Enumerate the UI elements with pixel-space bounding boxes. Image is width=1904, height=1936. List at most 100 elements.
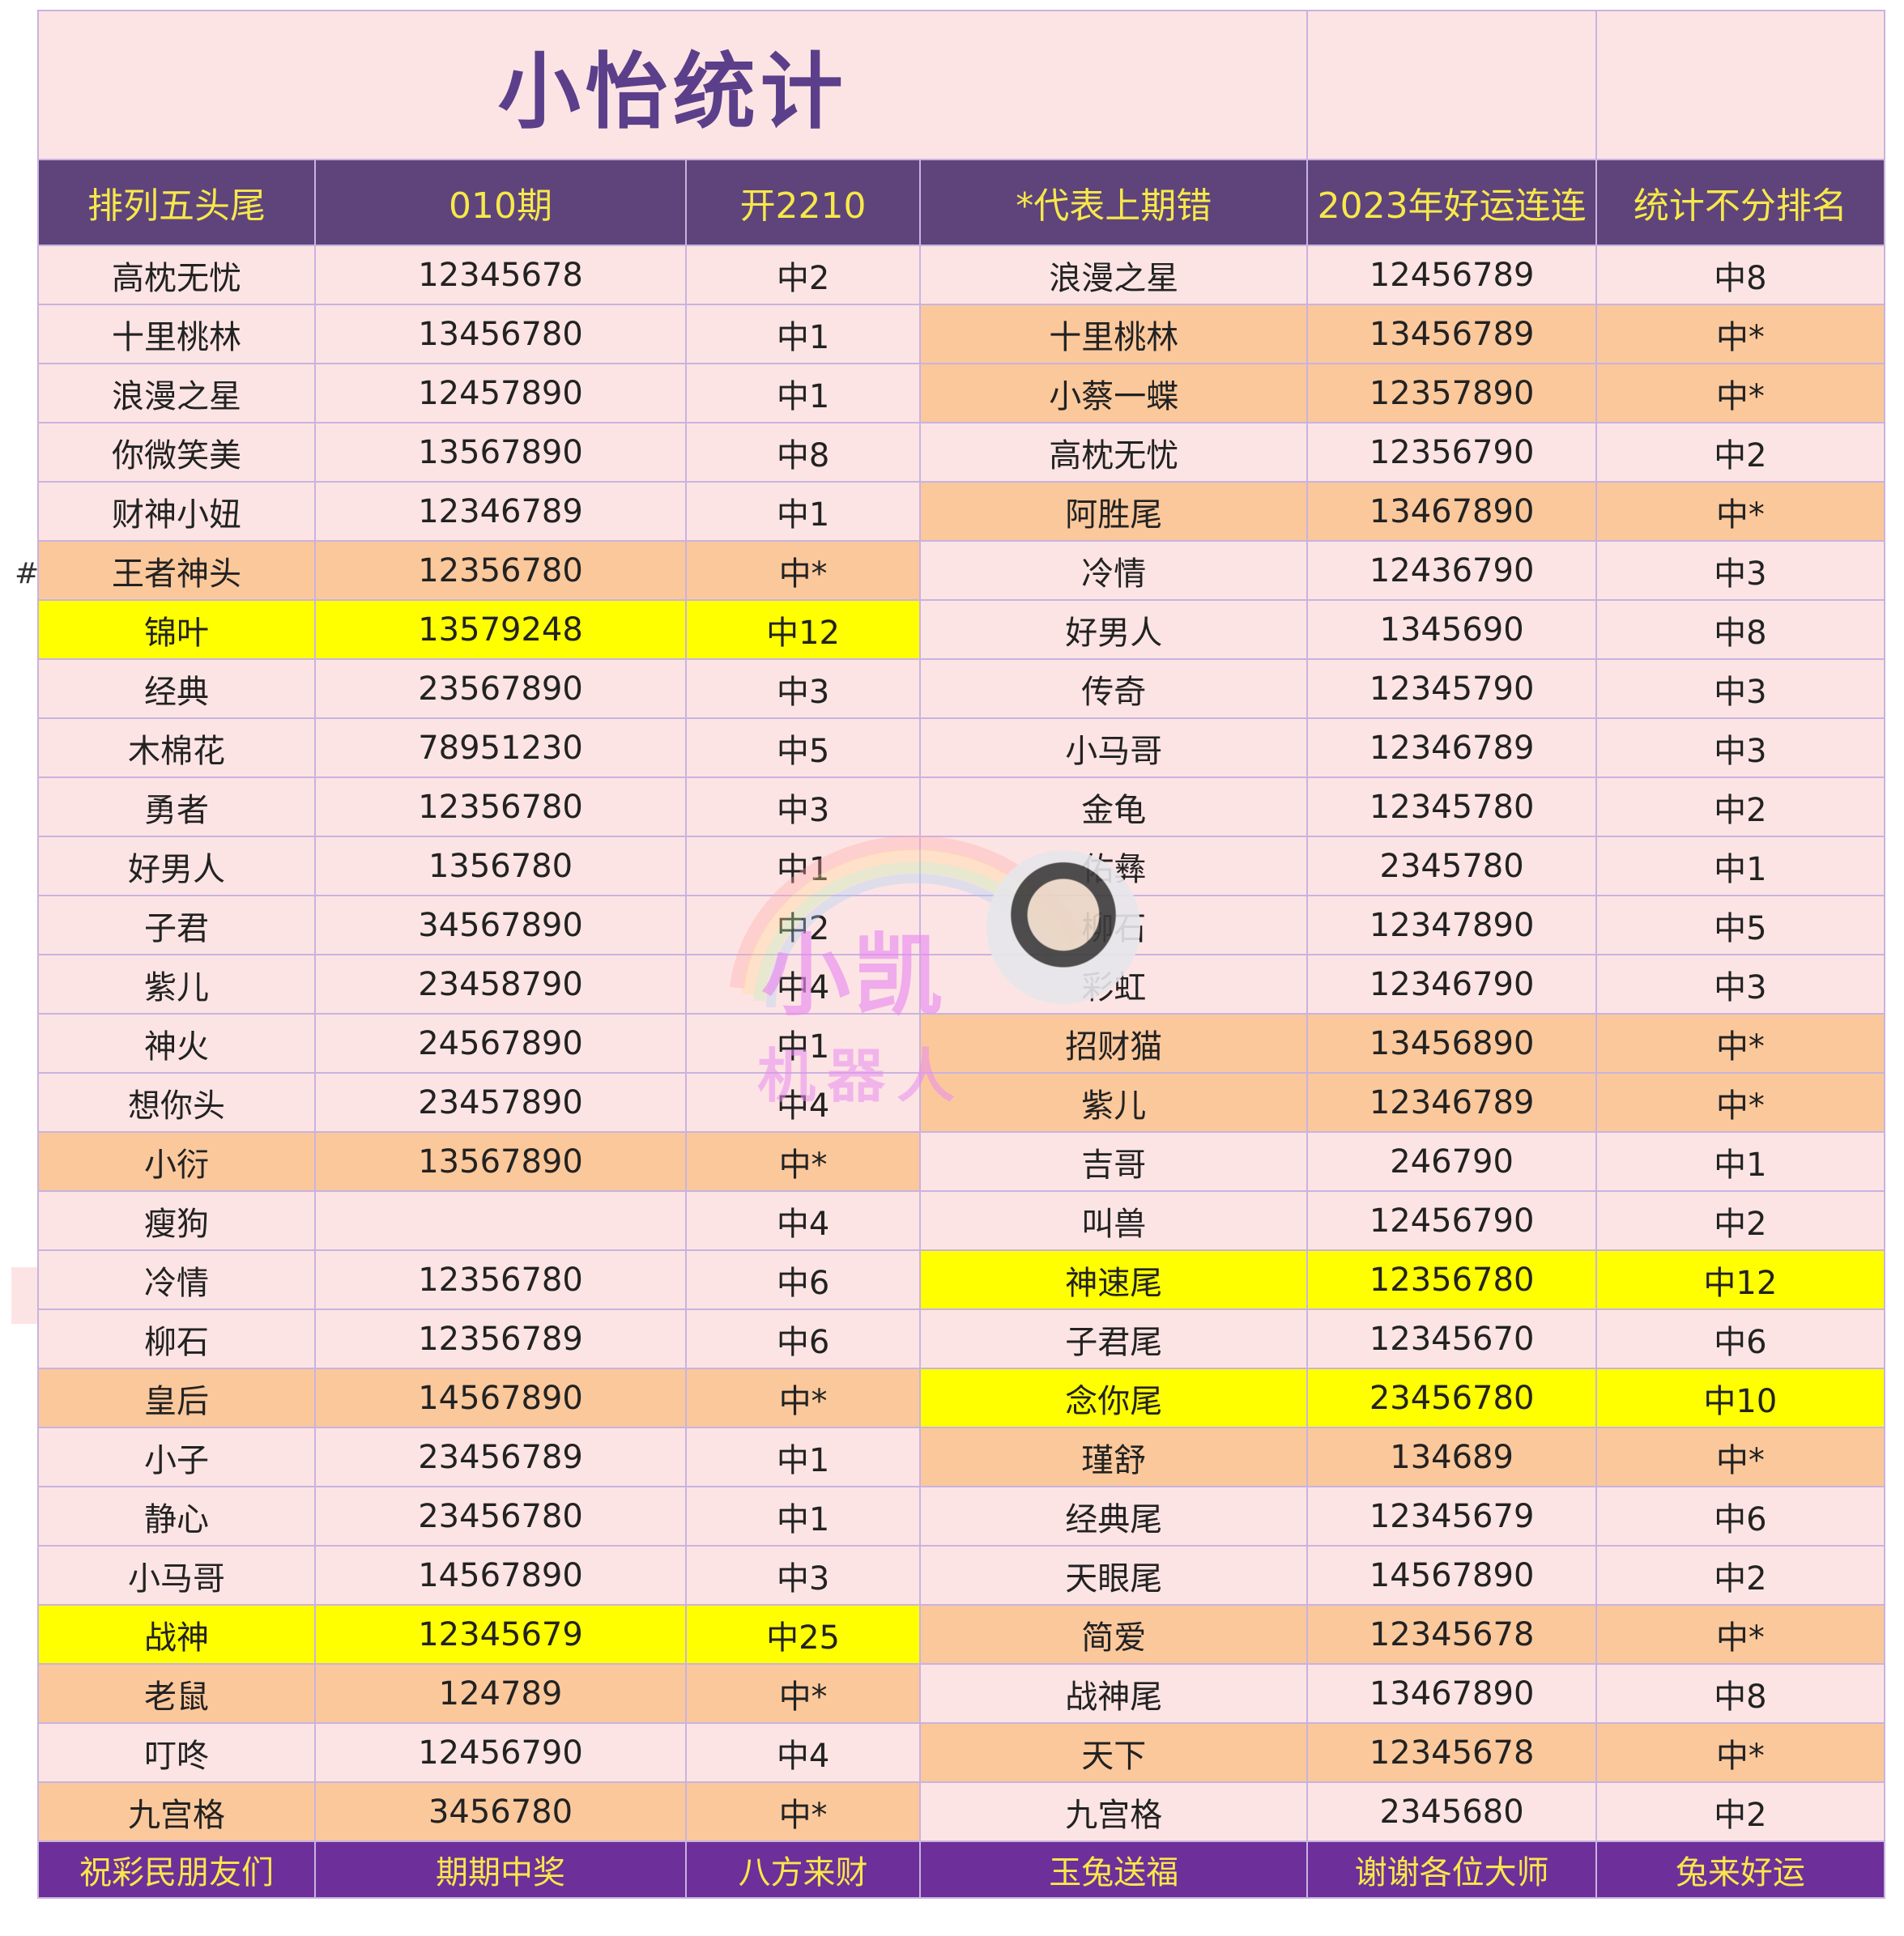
right-number-cell: 12345670 [1306,1308,1597,1369]
right-result-cell: 中2 [1595,1545,1886,1606]
left-name-cell: 锦叶 [37,599,316,660]
right-result-cell: 中10 [1595,1368,1886,1428]
left-name-cell: 王者神头 [37,540,316,601]
right-number-cell: 12456790 [1306,1190,1597,1251]
right-name-cell: 招财猫 [919,1013,1309,1074]
right-result-cell: 中2 [1595,1781,1886,1842]
left-result-cell: 中* [685,1131,922,1192]
right-name-cell: 传奇 [919,658,1309,719]
left-result-cell: 中* [685,1663,922,1724]
right-name-cell: 小马哥 [919,717,1309,778]
right-name-cell: 念你尾 [919,1368,1309,1428]
watermark-text: 小凯 [761,924,946,1028]
left-result-cell: 中2 [685,895,922,955]
left-result-cell: 中1 [685,1013,922,1074]
table-row: 高枕无忧 12345678 中2 浪漫之星 12456789 中8 [37,245,1886,305]
left-result-cell: 中8 [685,422,922,483]
right-number-cell: 2345780 [1306,836,1597,896]
right-result-cell: 中2 [1595,777,1886,837]
right-result-cell: 中6 [1595,1486,1886,1547]
left-name-cell: 高枕无忧 [37,245,316,305]
right-number-cell: 12346790 [1306,954,1597,1015]
left-result-cell: 中1 [685,363,922,423]
right-result-cell: 中2 [1595,1190,1886,1251]
footer-cell: 兔来好运 [1595,1840,1886,1899]
right-number-cell: 12357890 [1306,363,1597,423]
table-row: 木棉花 78951230 中5 小马哥 12346789 中3 [37,717,1886,778]
left-result-cell: 中4 [685,1190,922,1251]
table-row: 叮咚 12456790 中4 天下 12345678 中* [37,1722,1886,1783]
statistics-table: 小怡统计 排列五头尾 010期 开2210 *代表上期错 2023年好运连连 统… [36,10,1886,1899]
right-number-cell: 12345678 [1306,1722,1597,1783]
left-result-cell: 中2 [685,245,922,305]
left-number-cell: 23567890 [313,658,688,719]
left-name-cell: 你微笑美 [37,422,316,483]
avatar-watermark [986,850,1140,1004]
left-number-cell: 12356789 [313,1308,688,1369]
right-number-cell: 13467890 [1306,481,1597,542]
right-result-cell: 中* [1595,1722,1886,1783]
left-result-cell: 中3 [685,658,922,719]
footer-cell: 八方来财 [685,1840,922,1899]
left-number-cell: 12356780 [313,777,688,837]
header-row: 排列五头尾 010期 开2210 *代表上期错 2023年好运连连 统计不分排名 [37,159,1886,246]
left-name-cell: 柳石 [37,1308,316,1369]
right-name-cell: 瑾舒 [919,1427,1309,1487]
sheet-title: 小怡统计 [36,10,1309,160]
right-number-cell: 12356780 [1306,1249,1597,1310]
right-name-cell: 高枕无忧 [919,422,1309,483]
table-row: 锦叶 13579248 中12 好男人 1345690 中8 [37,599,1886,660]
left-name-cell: 瘦狗 [37,1190,316,1251]
left-result-cell: 中* [685,1368,922,1428]
left-number-cell: 3456780 [313,1781,688,1842]
table-row: 战神 12345679 中25 简爱 12345678 中* [37,1604,1886,1665]
right-result-cell: 中* [1595,1604,1886,1665]
left-result-cell: 中6 [685,1308,922,1369]
column-header: 010期 [313,159,688,246]
right-name-cell: 吉哥 [919,1131,1309,1192]
footer-cell: 玉兔送福 [919,1840,1309,1899]
left-name-cell: 浪漫之星 [37,363,316,423]
left-name-cell: 紫儿 [37,954,316,1015]
left-result-cell: 中12 [685,599,922,660]
table-row: 老鼠 124789 中* 战神尾 13467890 中8 [37,1663,1886,1724]
right-number-cell: 12347890 [1306,895,1597,955]
right-result-cell: 中* [1595,1427,1886,1487]
right-result-cell: 中2 [1595,422,1886,483]
footer-cell: 祝彩民朋友们 [37,1840,316,1899]
title-blank-cell [1306,10,1597,160]
right-number-cell: 134689 [1306,1427,1597,1487]
left-name-cell: 想你头 [37,1072,316,1133]
right-name-cell: 叫兽 [919,1190,1309,1251]
right-name-cell: 十里桃林 [919,304,1309,364]
left-number-cell: 23456780 [313,1486,688,1547]
left-name-cell: 好男人 [37,836,316,896]
left-number-cell: 14567890 [313,1368,688,1428]
left-number-cell: 12356780 [313,540,688,601]
right-number-cell: 12345780 [1306,777,1597,837]
right-number-cell: 2345680 [1306,1781,1597,1842]
left-number-cell: 12457890 [313,363,688,423]
right-result-cell: 中3 [1595,717,1886,778]
footer-cell: 期期中奖 [313,1840,688,1899]
left-result-cell: 中1 [685,304,922,364]
right-result-cell: 中12 [1595,1249,1886,1310]
left-number-cell: 78951230 [313,717,688,778]
left-name-cell: 子君 [37,895,316,955]
column-header: *代表上期错 [919,159,1309,246]
table-row: 财神小妞 12346789 中1 阿胜尾 13467890 中* [37,481,1886,542]
column-header: 开2210 [685,159,922,246]
left-number-cell: 1356780 [313,836,688,896]
right-number-cell: 13456890 [1306,1013,1597,1074]
row-marker: # [15,557,40,590]
right-number-cell: 1345690 [1306,599,1597,660]
title-row: 小怡统计 [36,10,1886,160]
left-number-cell: 14567890 [313,1545,688,1606]
right-number-cell: 12345790 [1306,658,1597,719]
right-number-cell: 13467890 [1306,1663,1597,1724]
right-number-cell: 13456789 [1306,304,1597,364]
left-number-cell: 34567890 [313,895,688,955]
table-row: 勇者 12356780 中3 金龟 12345780 中2 [37,777,1886,837]
left-number-cell: 13567890 [313,1131,688,1192]
right-name-cell: 神速尾 [919,1249,1309,1310]
